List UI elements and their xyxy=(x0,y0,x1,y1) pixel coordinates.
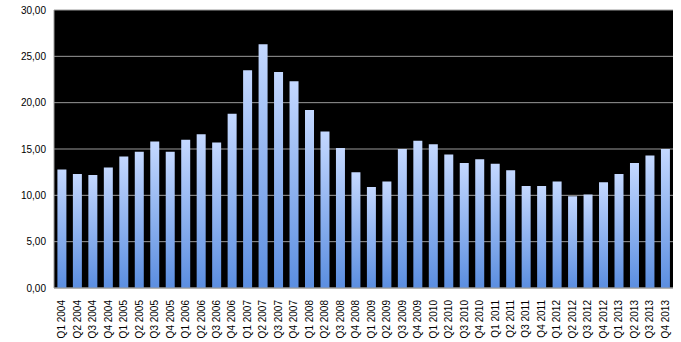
svg-text:Q2 2012: Q2 2012 xyxy=(567,300,578,339)
svg-text:0,00: 0,00 xyxy=(27,283,47,294)
svg-text:Q2 2007: Q2 2007 xyxy=(257,300,268,339)
svg-text:10,00: 10,00 xyxy=(21,190,46,201)
svg-text:15,00: 15,00 xyxy=(21,144,46,155)
svg-text:Q2 2013: Q2 2013 xyxy=(629,300,640,339)
svg-text:Q4 2012: Q4 2012 xyxy=(598,300,609,339)
svg-text:Q4 2011: Q4 2011 xyxy=(536,300,547,338)
svg-text:5,00: 5,00 xyxy=(27,236,47,247)
svg-text:Q1 2011: Q1 2011 xyxy=(490,300,501,338)
svg-text:Q2 2009: Q2 2009 xyxy=(381,300,392,339)
svg-text:Q4 2013: Q4 2013 xyxy=(660,300,671,339)
svg-text:20,00: 20,00 xyxy=(21,97,46,108)
svg-text:Q1 2007: Q1 2007 xyxy=(242,300,253,339)
svg-text:Q2 2006: Q2 2006 xyxy=(196,300,207,339)
svg-text:Q2 2010: Q2 2010 xyxy=(443,300,454,339)
svg-text:Q3 2012: Q3 2012 xyxy=(582,300,593,339)
svg-text:Q1 2013: Q1 2013 xyxy=(613,300,624,339)
svg-text:Q2 2005: Q2 2005 xyxy=(134,300,145,339)
svg-text:Q2 2004: Q2 2004 xyxy=(72,300,83,339)
svg-text:Q4 2007: Q4 2007 xyxy=(288,300,299,339)
svg-text:Q2 2008: Q2 2008 xyxy=(319,300,330,339)
svg-text:Q1 2010: Q1 2010 xyxy=(428,300,439,339)
svg-text:Q3 2013: Q3 2013 xyxy=(644,300,655,339)
svg-text:Q3 2007: Q3 2007 xyxy=(273,300,284,339)
svg-text:Q1 2008: Q1 2008 xyxy=(304,300,315,339)
svg-text:Q3 2005: Q3 2005 xyxy=(149,300,160,339)
svg-text:Q3 2009: Q3 2009 xyxy=(397,300,408,339)
svg-text:Q4 2006: Q4 2006 xyxy=(226,300,237,339)
svg-text:Q3 2004: Q3 2004 xyxy=(87,300,98,339)
svg-text:Q4 2008: Q4 2008 xyxy=(350,300,361,339)
svg-text:Q4 2004: Q4 2004 xyxy=(103,300,114,339)
svg-text:30,00: 30,00 xyxy=(21,5,46,16)
svg-text:Q3 2008: Q3 2008 xyxy=(335,300,346,339)
svg-text:Q2 2011: Q2 2011 xyxy=(505,300,516,338)
svg-text:Q1 2006: Q1 2006 xyxy=(180,300,191,339)
svg-text:Q1 2005: Q1 2005 xyxy=(118,300,129,339)
svg-text:Q1 2009: Q1 2009 xyxy=(366,300,377,339)
svg-text:Q4 2010: Q4 2010 xyxy=(474,300,485,339)
svg-text:Q4 2005: Q4 2005 xyxy=(165,300,176,339)
svg-text:Q3 2006: Q3 2006 xyxy=(211,300,222,339)
svg-text:Q1 2012: Q1 2012 xyxy=(551,300,562,339)
svg-text:Q1 2004: Q1 2004 xyxy=(56,300,67,339)
svg-text:Q3 2011: Q3 2011 xyxy=(520,300,531,338)
svg-text:Q4 2009: Q4 2009 xyxy=(412,300,423,339)
svg-text:Q3 2010: Q3 2010 xyxy=(459,300,470,339)
svg-text:25,00: 25,00 xyxy=(21,51,46,62)
